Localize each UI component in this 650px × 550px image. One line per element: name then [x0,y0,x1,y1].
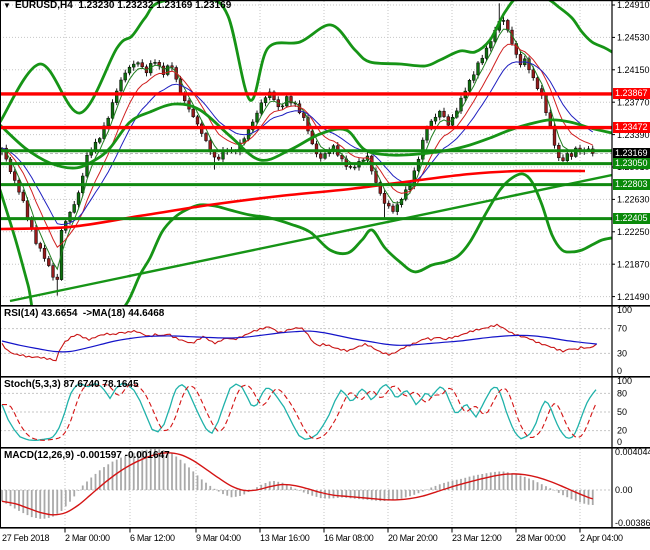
price-badge: 1.23867 [613,88,650,99]
grid-lines [0,1,612,527]
main-price-panel[interactable] [0,0,612,336]
svg-text:0.004044: 0.004044 [615,447,650,457]
svg-text:28 Mar 00:00: 28 Mar 00:00 [516,533,566,543]
svg-text:20: 20 [617,426,627,436]
svg-text:1.22250: 1.22250 [617,227,650,237]
svg-text:6 Mar 12:00: 6 Mar 12:00 [130,533,175,543]
svg-text:1.24910: 1.24910 [617,0,650,10]
svg-text:70: 70 [617,324,627,334]
price-badge: 1.23050 [613,158,650,169]
svg-text:2 Mar 00:00: 2 Mar 00:00 [65,533,110,543]
svg-text:23 Mar 12:00: 23 Mar 12:00 [452,533,502,543]
svg-text:50: 50 [617,407,627,417]
stoch-panel[interactable] [1,382,597,442]
svg-text:1.24530: 1.24530 [617,33,650,43]
svg-text:1.22630: 1.22630 [617,195,650,205]
rsi-panel[interactable] [1,323,598,362]
price-badge: 1.23169 [613,148,650,159]
svg-text:16 Mar 08:00: 16 Mar 08:00 [324,533,374,543]
svg-text:0: 0 [617,366,622,376]
svg-text:0: 0 [617,437,622,447]
panel-borders [0,0,650,529]
svg-text:27 Feb 2018: 27 Feb 2018 [2,533,50,543]
svg-text:2 Apr 04:00: 2 Apr 04:00 [580,533,623,543]
svg-text:80: 80 [617,388,627,398]
price-badge: 1.22405 [613,213,650,224]
svg-text:30: 30 [617,348,627,358]
svg-text:1.24150: 1.24150 [617,65,650,75]
svg-text:1.23390: 1.23390 [617,130,650,140]
svg-text:13 Mar 16:00: 13 Mar 16:00 [260,533,310,543]
svg-text:1.23770: 1.23770 [617,97,650,107]
svg-text:1.21490: 1.21490 [617,292,650,302]
price-badge: 1.22803 [613,179,650,190]
price-badge: 1.23472 [613,122,650,133]
svg-text:0.00: 0.00 [615,485,633,495]
svg-text:-0.003864: -0.003864 [615,518,650,528]
svg-text:100: 100 [617,305,632,315]
svg-text:20 Mar 20:00: 20 Mar 20:00 [388,533,438,543]
svg-text:100: 100 [617,376,632,386]
time-axis[interactable]: 27 Feb 2018 2 Mar 00:00 6 Mar 12:00 9 Mar 0… [2,528,623,544]
svg-text:1.21870: 1.21870 [617,259,650,269]
macd-panel[interactable] [1,448,594,519]
svg-text:9 Mar 04:00: 9 Mar 04:00 [196,533,241,543]
